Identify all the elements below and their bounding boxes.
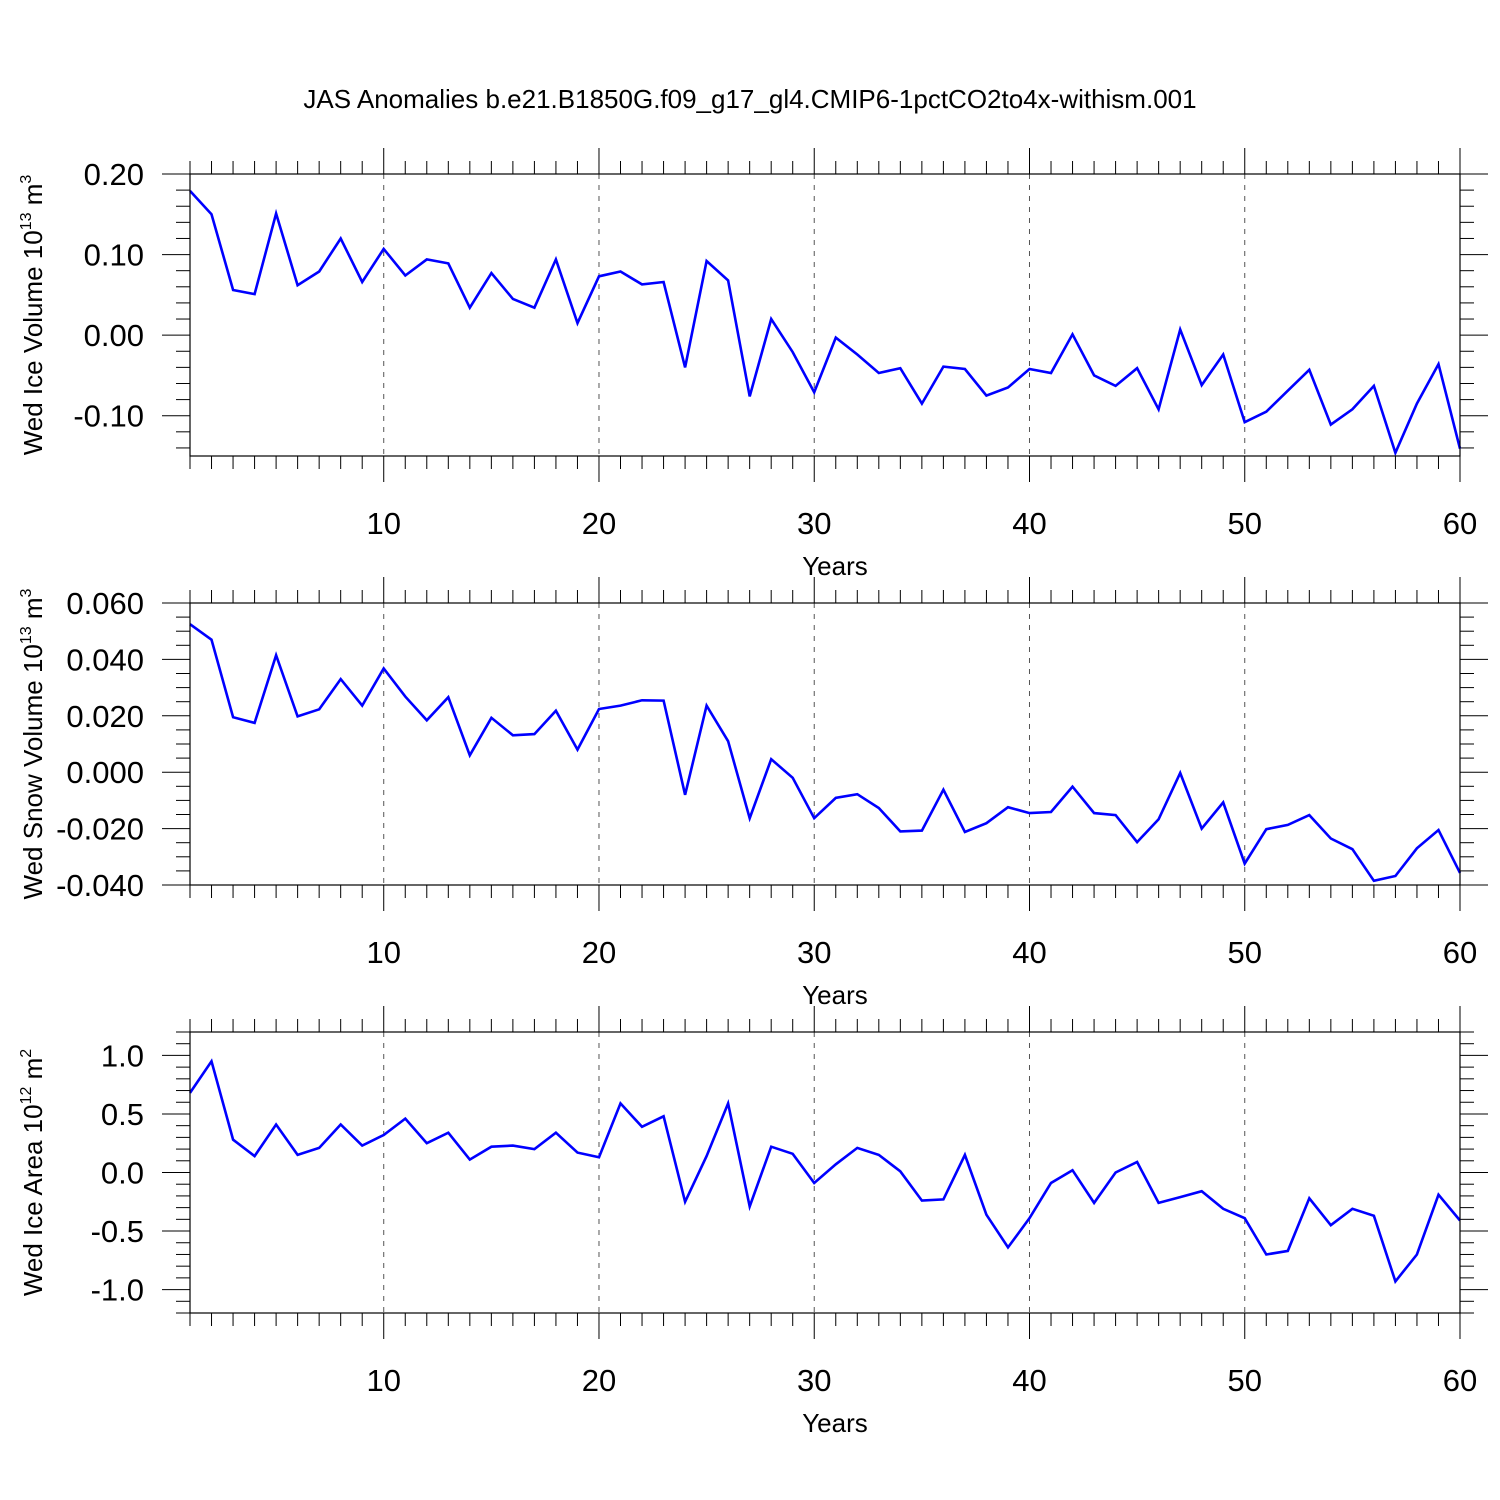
x-tick-label: 60 (1443, 935, 1477, 970)
panel-snow-volume: 0.060 0.040 0.020 0.000 -0.020 -0.040 10 20 30 40… (18, 577, 1488, 1010)
x-tick-label: 20 (582, 935, 616, 970)
y-tick-label: 0.0 (101, 1156, 144, 1191)
y-tick-label: 0.5 (101, 1097, 144, 1132)
y-tick-label: -0.5 (91, 1214, 144, 1249)
x-tick-label: 20 (582, 506, 616, 541)
y-tick-label: 0.10 (84, 238, 144, 273)
y-axis-label: Wed Snow Volume 1013 m3 (18, 588, 48, 899)
y-tick-label: 0.20 (84, 157, 144, 192)
x-tick-label: 60 (1443, 1363, 1477, 1398)
x-tick-label: 30 (797, 506, 831, 541)
y-axis-label: Wed Ice Area 1012 m2 (18, 1049, 48, 1296)
x-tick-label: 50 (1228, 1363, 1262, 1398)
y-tick-label: -0.10 (73, 399, 144, 434)
x-tick-label: 30 (797, 1363, 831, 1398)
panel-ice-volume: 0.20 0.10 0.00 -0.10 10 20 30 40 50 60 Years Wed Ic… (18, 148, 1488, 581)
x-tick-label: 30 (797, 935, 831, 970)
x-tick-label: 40 (1012, 1363, 1046, 1398)
x-axis-label: Years (802, 1408, 868, 1438)
x-tick-label: 50 (1228, 506, 1262, 541)
x-axis-label: Years (802, 980, 868, 1010)
y-axis-label: Wed Ice Volume 1013 m3 (18, 175, 48, 456)
x-axis-label: Years (802, 551, 868, 581)
y-tick-label: 0.060 (66, 586, 144, 621)
plot-frame (189, 602, 1461, 886)
x-tick-label: 20 (582, 1363, 616, 1398)
x-tick-label: 10 (366, 506, 400, 541)
x-tick-label: 10 (366, 935, 400, 970)
y-tick-label: 0.00 (84, 318, 144, 353)
series-line-ice-volume (189, 190, 1462, 457)
x-tick-label: 40 (1012, 935, 1046, 970)
x-tick-label: 10 (366, 1363, 400, 1398)
plot-frame (189, 1031, 1461, 1314)
x-tick-label: 60 (1443, 506, 1477, 541)
chart-title: JAS Anomalies b.e21.B1850G.f09_g17_gl4.C… (303, 84, 1197, 114)
y-tick-label: 1.0 (101, 1038, 144, 1073)
series-line-ice-area (188, 1058, 1461, 1285)
series-line-snow-volume (189, 623, 1462, 883)
y-tick-label: -1.0 (91, 1273, 144, 1308)
panel-ice-area: 1.0 0.5 0.0 -0.5 -1.0 10 20 30 40 50 60 Years Wed Ic… (18, 1006, 1488, 1438)
y-tick-label: 0.040 (66, 642, 144, 677)
x-tick-label: 40 (1012, 506, 1046, 541)
x-tick-label: 50 (1228, 935, 1262, 970)
y-tick-label: 0.000 (66, 755, 144, 790)
y-tick-label: -0.020 (56, 812, 144, 847)
plot-frame (189, 173, 1461, 457)
y-tick-label: -0.040 (56, 868, 144, 903)
y-tick-label: 0.020 (66, 699, 144, 734)
